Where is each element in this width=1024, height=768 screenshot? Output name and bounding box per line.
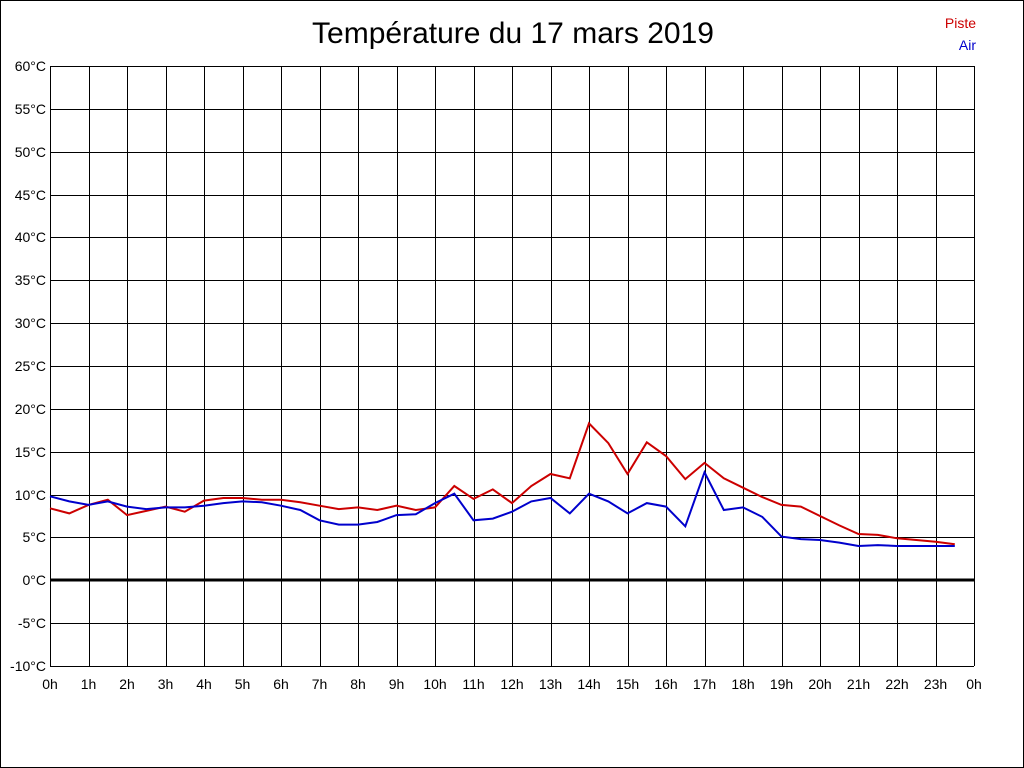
chart-title: Température du 17 mars 2019 [0,14,1024,54]
x-tick-label: 10h [423,676,446,692]
x-tick-label: 0h [966,676,982,692]
y-tick-label: 0°C [23,572,47,588]
x-tick-label: 1h [81,676,97,692]
y-tick-label: 35°C [15,272,46,288]
chart-title-text: Température du 17 mars 2019 [312,17,714,50]
x-tick-label: 5h [235,676,251,692]
y-tick-label: 50°C [15,144,46,160]
x-tick-label: 4h [196,676,212,692]
x-tick-label: 15h [616,676,639,692]
y-tick-label: 30°C [15,315,46,331]
x-tick-label: 14h [577,676,600,692]
y-tick-label: 15°C [15,444,46,460]
x-tick-label: 18h [731,676,754,692]
legend-entry-air: Air [958,37,976,53]
x-tick-label: 12h [500,676,523,692]
series-line-piste [49,421,955,546]
x-tick-label: 2h [119,676,135,692]
y-tick-label: 20°C [15,401,46,417]
x-tick-label: 13h [539,676,562,692]
legend-entry-piste: Piste [944,15,976,31]
x-tick-label: 3h [158,676,174,692]
x-tick-label: 0h [42,676,58,692]
x-tick-label: 21h [847,676,870,692]
y-tick-label: 45°C [15,187,46,203]
x-tick-label: 9h [389,676,405,692]
x-tick-label: 22h [885,676,908,692]
x-tick-label: 11h [462,676,484,692]
x-tick-label: 19h [770,676,793,692]
x-tick-label: 17h [693,676,716,692]
chart-legend: Piste Air [945,12,976,56]
x-tick-label: 23h [924,676,947,692]
y-tick-label: 40°C [15,229,46,245]
y-tick-label: 5°C [23,529,47,545]
y-tick-label: 60°C [15,58,46,74]
y-tick-label: -10°C [10,658,46,674]
x-tick-label: 8h [350,676,366,692]
y-tick-label: 25°C [15,358,46,374]
x-tick-label: 16h [654,676,677,692]
series-line-air [49,469,955,548]
y-tick-label: -5°C [18,615,46,631]
x-tick-label: 20h [808,676,831,692]
y-tick-label: 10°C [15,487,46,503]
y-tick-label: 55°C [15,101,46,117]
x-tick-label: 7h [312,676,328,692]
x-tick-label: 6h [273,676,289,692]
